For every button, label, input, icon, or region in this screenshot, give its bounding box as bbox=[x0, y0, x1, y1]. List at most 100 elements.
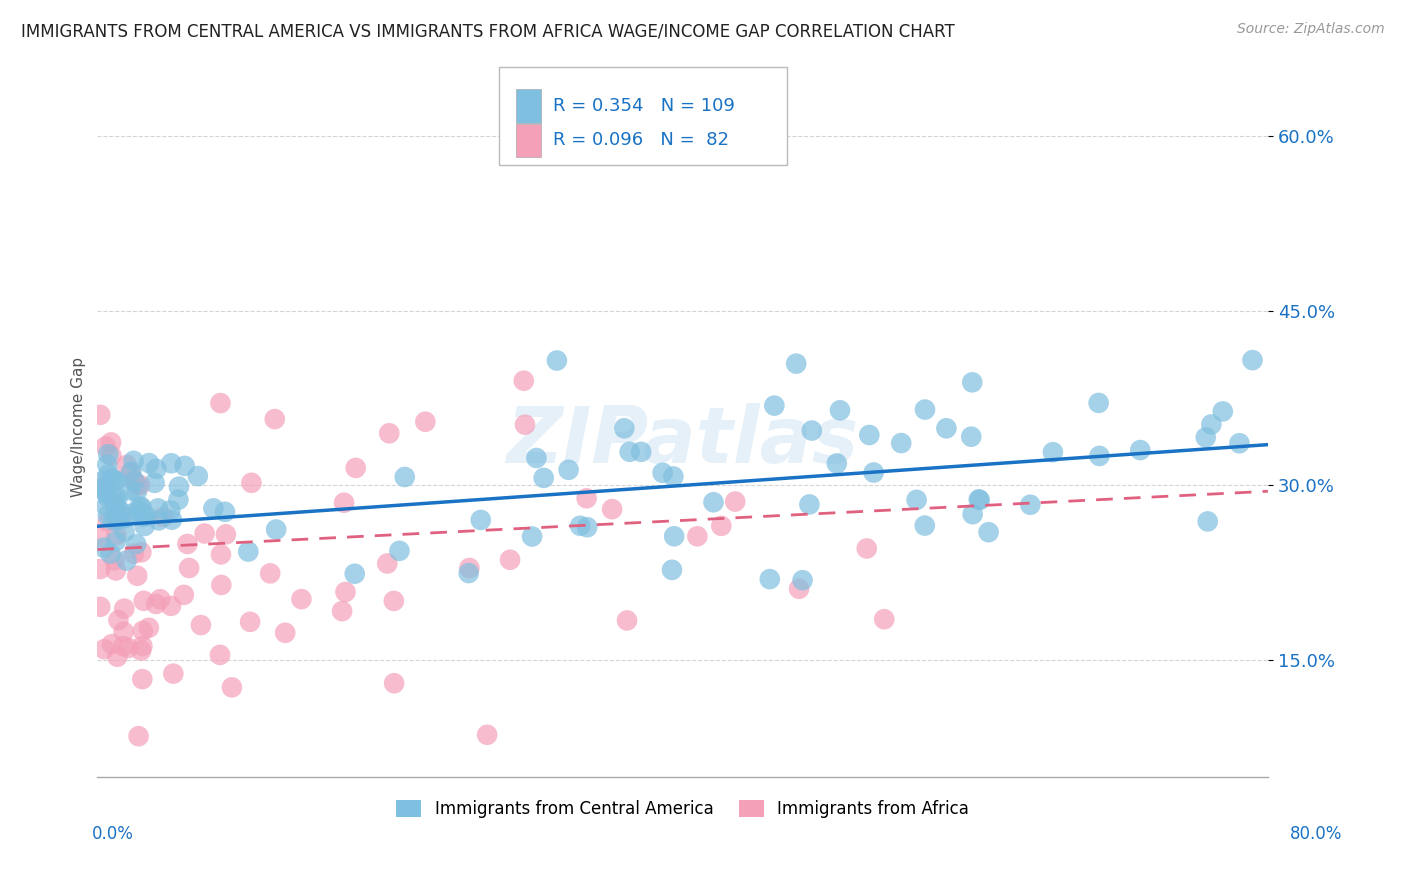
Point bbox=[862, 466, 884, 480]
Point bbox=[132, 510, 155, 524]
Point bbox=[128, 500, 150, 514]
Point bbox=[104, 497, 127, 511]
Point bbox=[962, 376, 984, 390]
Point bbox=[162, 666, 184, 681]
Point bbox=[131, 639, 153, 653]
Point bbox=[1042, 445, 1064, 459]
Point bbox=[208, 648, 231, 662]
Point bbox=[118, 507, 141, 521]
Text: R = 0.096   N =  82: R = 0.096 N = 82 bbox=[553, 131, 728, 150]
Point bbox=[134, 519, 156, 533]
Point bbox=[97, 508, 120, 523]
Point bbox=[333, 496, 356, 510]
Point bbox=[173, 588, 195, 602]
Point bbox=[1088, 449, 1111, 463]
Point bbox=[128, 729, 150, 743]
Point bbox=[179, 561, 201, 575]
Point bbox=[104, 508, 127, 522]
Point bbox=[159, 503, 181, 517]
Point bbox=[475, 728, 498, 742]
Point bbox=[630, 445, 652, 459]
Point bbox=[94, 485, 117, 500]
Point bbox=[825, 457, 848, 471]
Point bbox=[91, 475, 114, 489]
Point bbox=[702, 495, 724, 509]
Point bbox=[120, 467, 142, 481]
Point bbox=[114, 524, 136, 539]
Text: Source: ZipAtlas.com: Source: ZipAtlas.com bbox=[1237, 22, 1385, 37]
Point bbox=[97, 515, 120, 529]
Point bbox=[105, 649, 128, 664]
Point bbox=[343, 566, 366, 581]
Point bbox=[160, 456, 183, 470]
Point bbox=[873, 612, 896, 626]
Point bbox=[600, 502, 623, 516]
Point bbox=[263, 412, 285, 426]
Point bbox=[619, 444, 641, 458]
Point bbox=[129, 643, 152, 657]
Point bbox=[173, 458, 195, 473]
Legend: Immigrants from Central America, Immigrants from Africa: Immigrants from Central America, Immigra… bbox=[389, 793, 976, 824]
Point bbox=[1197, 515, 1219, 529]
Point bbox=[967, 492, 990, 507]
Point bbox=[132, 624, 155, 638]
Point bbox=[103, 553, 125, 567]
Point bbox=[104, 491, 127, 506]
Point bbox=[194, 526, 217, 541]
Point bbox=[93, 541, 115, 555]
Point bbox=[557, 463, 579, 477]
Point bbox=[382, 676, 405, 690]
Point bbox=[546, 353, 568, 368]
Point bbox=[905, 492, 928, 507]
Point bbox=[128, 504, 150, 518]
Point bbox=[613, 421, 636, 435]
Point bbox=[112, 624, 135, 639]
Point bbox=[107, 491, 129, 505]
Point bbox=[259, 566, 281, 581]
Point bbox=[394, 470, 416, 484]
Point bbox=[107, 513, 129, 527]
Point bbox=[104, 564, 127, 578]
Point bbox=[94, 482, 117, 496]
Point bbox=[187, 469, 209, 483]
Point bbox=[382, 594, 405, 608]
Point bbox=[914, 518, 936, 533]
Point bbox=[104, 506, 127, 520]
Text: R = 0.354   N = 109: R = 0.354 N = 109 bbox=[553, 97, 734, 115]
Point bbox=[125, 484, 148, 499]
Point bbox=[935, 421, 957, 435]
Point bbox=[520, 529, 543, 543]
Point bbox=[724, 494, 747, 508]
Point bbox=[89, 530, 111, 544]
Point bbox=[1087, 396, 1109, 410]
Point bbox=[388, 544, 411, 558]
Text: 80.0%: 80.0% bbox=[1291, 825, 1343, 843]
Point bbox=[977, 525, 1000, 540]
Point bbox=[145, 462, 167, 476]
Point bbox=[190, 618, 212, 632]
Point bbox=[415, 415, 437, 429]
Point bbox=[962, 507, 984, 521]
Point bbox=[513, 417, 536, 432]
Point bbox=[1195, 430, 1218, 444]
Point bbox=[710, 519, 733, 533]
Point bbox=[238, 544, 260, 558]
Point bbox=[94, 439, 117, 453]
Point bbox=[100, 435, 122, 450]
Point bbox=[167, 480, 190, 494]
Point bbox=[160, 513, 183, 527]
Text: 0.0%: 0.0% bbox=[91, 825, 134, 843]
Point bbox=[105, 528, 128, 542]
Point bbox=[335, 585, 357, 599]
Point bbox=[1212, 404, 1234, 418]
Point bbox=[787, 582, 810, 596]
Point bbox=[115, 458, 138, 472]
Point bbox=[661, 563, 683, 577]
Point bbox=[858, 428, 880, 442]
Point bbox=[662, 469, 685, 483]
Point bbox=[96, 500, 118, 514]
Point bbox=[686, 529, 709, 543]
Point bbox=[499, 553, 522, 567]
Point bbox=[103, 514, 125, 528]
Point bbox=[108, 503, 131, 517]
